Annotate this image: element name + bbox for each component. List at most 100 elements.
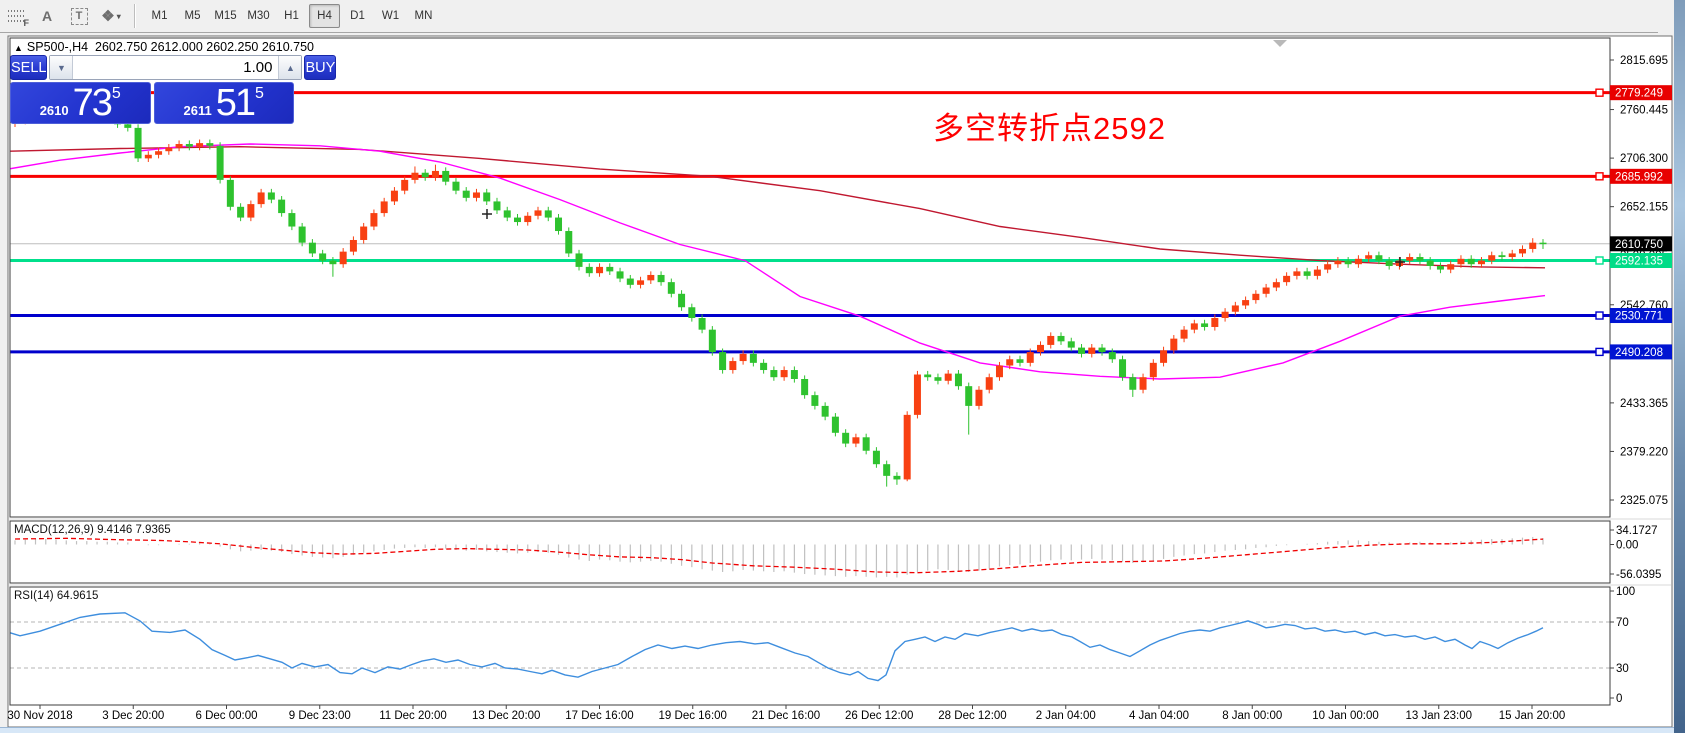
rsi-indicator-label: RSI(14) 64.9615 <box>14 590 99 602</box>
hline-endpoint-marker <box>1595 347 1604 357</box>
volume-increase-button[interactable]: ▲ <box>278 56 302 79</box>
sell-button[interactable]: SELL <box>10 55 48 80</box>
panel-border <box>9 586 1611 706</box>
timeframe-mn-button[interactable]: MN <box>414 10 433 22</box>
indicator-grid-icon[interactable]: F <box>8 8 29 28</box>
arrows-tool-icon[interactable]: ❖ ▾ <box>101 8 121 25</box>
price-badge-2530.771: 2530.771 <box>1610 308 1672 324</box>
buy-price-box[interactable]: 2611 51 5 <box>153 81 294 124</box>
sell-big-figure: 2610 <box>39 102 69 118</box>
chart-shift-marker[interactable] <box>1273 40 1287 47</box>
text-label-icon[interactable]: A <box>41 8 53 24</box>
svg-text:70: 70 <box>1616 617 1629 629</box>
svg-text:2490.208: 2490.208 <box>1615 347 1663 359</box>
dropdown-caret-icon[interactable]: ▾ <box>116 11 121 21</box>
macd-indicator-label: MACD(12,26,9) 9.4146 7.9365 <box>14 524 171 536</box>
crosshair-marker <box>1395 257 1405 267</box>
toolbar: F A T ❖ ▾ M1 M5 M15 M30 H1 H4 D1 W1 MN <box>0 0 1658 33</box>
panel-border <box>9 520 1611 584</box>
svg-text:21 Dec 16:00: 21 Dec 16:00 <box>752 710 820 722</box>
volume-input[interactable] <box>73 56 279 79</box>
svg-text:2706.300: 2706.300 <box>1620 153 1668 165</box>
svg-text:17 Dec 16:00: 17 Dec 16:00 <box>565 710 633 722</box>
volume-decrease-button[interactable]: ▼ <box>50 56 74 79</box>
svg-text:0.00: 0.00 <box>1616 540 1638 552</box>
text-box-icon[interactable]: T <box>66 4 92 28</box>
svg-text:30: 30 <box>1616 663 1629 675</box>
svg-text:28 Dec 12:00: 28 Dec 12:00 <box>938 710 1006 722</box>
timeframe-d1-button[interactable]: D1 <box>350 10 365 22</box>
price-badge-2779.249: 2779.249 <box>1610 85 1672 101</box>
chart-ohlc-header: ▲ SP500-,H4 2602.750 2612.000 2602.250 26… <box>14 40 314 54</box>
price-badge-2592.135: 2592.135 <box>1610 252 1672 268</box>
svg-text:2610.750: 2610.750 <box>1615 239 1663 251</box>
buy-points: 51 <box>215 81 256 124</box>
svg-text:0: 0 <box>1616 693 1622 705</box>
timeframe-h1-button[interactable]: H1 <box>284 10 299 22</box>
chart-window-frame <box>7 35 1673 728</box>
svg-text:2685.992: 2685.992 <box>1615 171 1663 183</box>
timeframe-m5-button[interactable]: M5 <box>184 10 201 22</box>
price-axis: 2815.6952760.4452706.3002652.1552598.005… <box>1610 55 1672 705</box>
svg-text:2652.155: 2652.155 <box>1620 202 1668 214</box>
svg-text:34.1727: 34.1727 <box>1616 525 1658 537</box>
rsi-line <box>10 612 1544 682</box>
svg-text:15 Jan 20:00: 15 Jan 20:00 <box>1499 710 1566 722</box>
price-badge-2685.992: 2685.992 <box>1610 168 1672 184</box>
hline-endpoint-marker <box>1595 311 1604 320</box>
fast-moving-average-line <box>10 143 1546 380</box>
svg-text:2325.075: 2325.075 <box>1620 495 1668 507</box>
toolbar-separator <box>134 4 136 28</box>
sell-price-box[interactable]: 2610 73 5 <box>10 82 151 124</box>
symbol-timeframe: SP500-,H4 <box>26 40 89 54</box>
rsi-panel <box>10 612 1610 682</box>
svg-text:2 Jan 04:00: 2 Jan 04:00 <box>1036 710 1096 722</box>
sell-pip: 5 <box>111 85 121 102</box>
timeframe-m1-button[interactable]: M1 <box>151 10 168 22</box>
svg-text:2592.135: 2592.135 <box>1615 255 1663 267</box>
svg-text:19 Dec 16:00: 19 Dec 16:00 <box>659 710 727 722</box>
collapse-panel-icon[interactable]: ▲ <box>14 43 23 53</box>
svg-text:13 Dec 20:00: 13 Dec 20:00 <box>472 710 540 722</box>
crosshair-marker <box>482 209 492 219</box>
panel-splitter[interactable] <box>9 584 1671 586</box>
svg-text:11 Dec 20:00: 11 Dec 20:00 <box>379 710 447 722</box>
panel-splitter[interactable] <box>9 518 1671 520</box>
sell-points: 73 <box>72 81 113 124</box>
svg-text:6 Dec 00:00: 6 Dec 00:00 <box>195 710 257 722</box>
timeframe-m30-button[interactable]: M30 <box>247 10 270 22</box>
svg-text:9 Dec 23:00: 9 Dec 23:00 <box>289 710 351 722</box>
timeframe-m15-button[interactable]: M15 <box>214 10 237 22</box>
svg-text:8 Jan 00:00: 8 Jan 00:00 <box>1222 710 1282 722</box>
svg-text:2760.445: 2760.445 <box>1620 105 1668 117</box>
price-badge-2490.208: 2490.208 <box>1610 344 1672 360</box>
svg-text:2779.249: 2779.249 <box>1615 88 1663 100</box>
price-badge-2610.750: 2610.750 <box>1610 236 1672 252</box>
hline-endpoint-marker <box>1595 88 1604 97</box>
svg-text:30 Nov 2018: 30 Nov 2018 <box>7 710 72 722</box>
chart-text-annotation[interactable]: 多空转折点2592 <box>933 111 1166 146</box>
buy-button[interactable]: BUY <box>304 55 337 80</box>
svg-text:100: 100 <box>1616 586 1635 598</box>
buy-big-figure: 2611 <box>183 102 212 118</box>
svg-text:2379.220: 2379.220 <box>1620 446 1668 458</box>
svg-text:2530.771: 2530.771 <box>1615 311 1663 323</box>
timeframe-w1-button[interactable]: W1 <box>381 10 400 22</box>
window-bottom-edge <box>0 727 1674 733</box>
svg-text:26 Dec 12:00: 26 Dec 12:00 <box>845 710 913 722</box>
hline-endpoint-marker <box>1595 172 1604 181</box>
svg-text:2815.695: 2815.695 <box>1620 55 1668 67</box>
svg-text:2433.365: 2433.365 <box>1620 398 1668 410</box>
hline-endpoint-marker <box>1595 256 1604 265</box>
ohlc-values: 2602.750 2612.000 2602.250 2610.750 <box>95 40 314 54</box>
svg-text:10 Jan 00:00: 10 Jan 00:00 <box>1312 710 1379 722</box>
svg-text:4 Jan 04:00: 4 Jan 04:00 <box>1129 710 1189 722</box>
svg-text:13 Jan 23:00: 13 Jan 23:00 <box>1405 710 1472 722</box>
timeframe-h4-button[interactable]: H4 <box>309 4 340 28</box>
time-axis: 30 Nov 2018 3 Dec 20:00 6 Dec 00:00 9 Dec 2… <box>7 705 1565 722</box>
svg-text:-56.0395: -56.0395 <box>1616 569 1661 581</box>
svg-text:3 Dec 20:00: 3 Dec 20:00 <box>102 710 164 722</box>
macd-signal-line <box>14 537 1544 574</box>
